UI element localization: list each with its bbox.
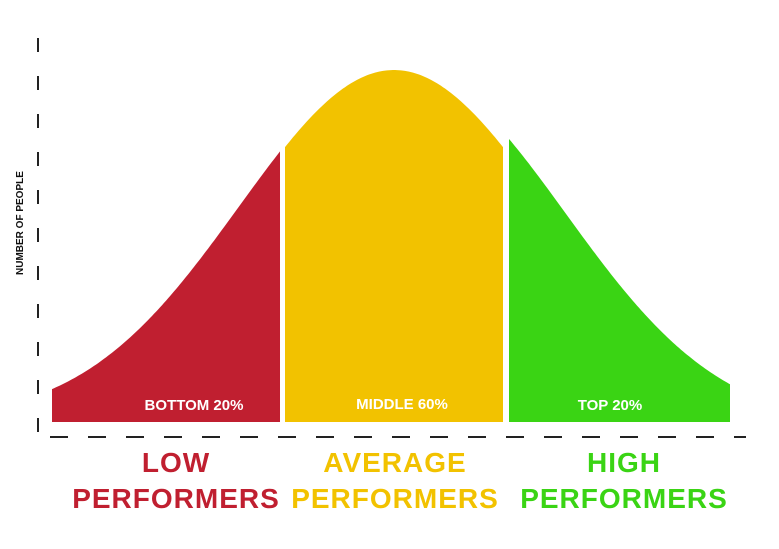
segment-top: [509, 139, 730, 422]
y-axis-label: NUMBER OF PEOPLE: [15, 171, 26, 275]
segment-label-top: TOP 20%: [578, 397, 642, 414]
category-high-line2: PERFORMERS: [520, 483, 728, 514]
segment-bottom: [52, 151, 280, 422]
segment-middle: [285, 70, 503, 422]
category-low-line2: PERFORMERS: [72, 483, 280, 514]
category-average-line1: AVERAGE: [323, 447, 466, 478]
segment-label-middle: MIDDLE 60%: [356, 396, 448, 413]
segment-label-bottom: BOTTOM 20%: [145, 397, 244, 414]
category-high-line1: HIGH: [587, 447, 661, 478]
category-average-line2: PERFORMERS: [291, 483, 499, 514]
category-low-line1: LOW: [142, 447, 210, 478]
